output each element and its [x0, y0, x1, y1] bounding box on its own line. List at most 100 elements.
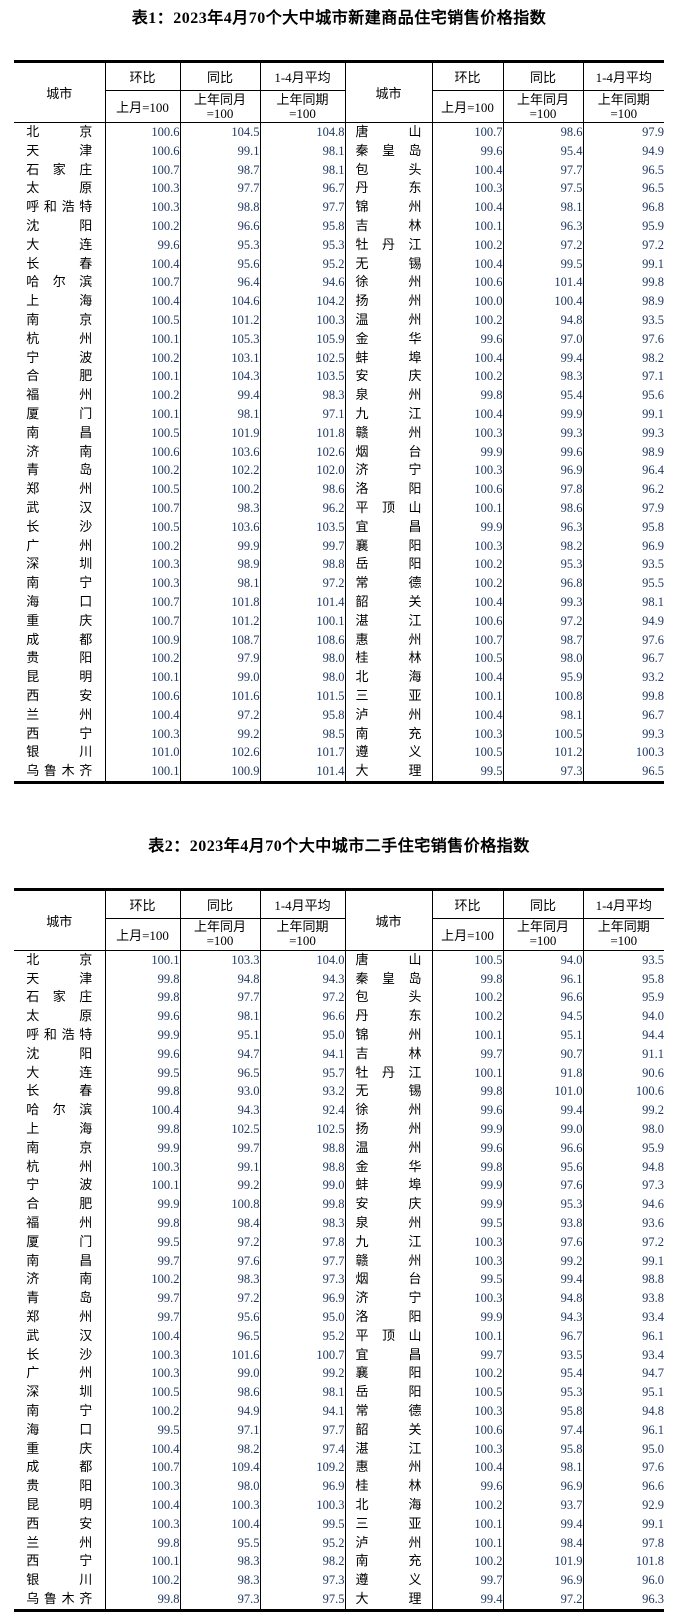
yoy-value-right: 97.3 [502, 762, 583, 783]
mom-value-left: 99.8 [104, 1533, 180, 1553]
city-name: 成都 [26, 1459, 93, 1475]
mom-value-left: 100.6 [104, 141, 180, 161]
mom-value-right: 100.2 [431, 1552, 503, 1572]
city-cell-left: 武汉 [14, 1327, 105, 1346]
yoy-value-right: 99.4 [502, 1101, 583, 1121]
city-cell-left: 合肥 [14, 367, 105, 386]
table2-body: 北京 100.1 103.3 104.0 唐山 100.5 94.0 93.5 … [14, 950, 664, 1611]
avg-value-left: 98.0 [259, 649, 345, 669]
city-cell-left: 昆明 [14, 668, 105, 687]
mom-value-left: 100.4 [104, 1496, 180, 1515]
city-name: 长沙 [26, 1346, 93, 1362]
city-cell-right: 平顶山 [344, 498, 432, 518]
city-cell-left: 厦门 [14, 405, 105, 424]
city-cell-left: 天津 [14, 970, 105, 989]
mom-value-right: 100.2 [431, 1496, 503, 1515]
avg-value-left: 95.3 [259, 235, 345, 255]
city-name: 南宁 [26, 575, 93, 591]
city-name: 包头 [355, 989, 422, 1005]
city-cell-right: 湛江 [344, 611, 432, 631]
avg-value-right: 96.3 [582, 1589, 664, 1611]
yoy-value-right: 101.9 [502, 1552, 583, 1572]
city-cell-right: 温州 [344, 1138, 432, 1158]
yoy-value-right: 96.9 [502, 1571, 583, 1590]
table-row: 杭州 100.3 99.1 98.8 金华 99.8 95.6 94.8 [14, 1157, 664, 1177]
city-cell-right: 大理 [344, 1589, 432, 1611]
avg-value-right: 95.8 [582, 517, 664, 537]
header-mom-left: 环比 [104, 889, 180, 919]
yoy-value-right: 100.4 [502, 292, 583, 311]
city-cell-right: 洛阳 [344, 1308, 432, 1327]
city-name: 包头 [355, 161, 422, 177]
yoy-value-left: 105.3 [179, 329, 260, 349]
yoy-value-right: 95.1 [502, 1026, 583, 1045]
city-name: 洛阳 [355, 1309, 422, 1325]
city-name: 厦门 [26, 405, 93, 421]
city-name: 韶关 [355, 1421, 422, 1437]
city-name: 常德 [355, 575, 422, 591]
mom-value-right: 100.4 [431, 160, 503, 180]
city-name: 无锡 [355, 1083, 422, 1099]
header-yoy-base-right: 上年同月 =100 [502, 90, 583, 123]
mom-value-right: 99.8 [431, 1157, 503, 1177]
city-cell-left: 福州 [14, 1214, 105, 1233]
city-name: 蚌埠 [355, 349, 422, 365]
yoy-value-left: 100.4 [179, 1514, 260, 1534]
city-cell-left: 太原 [14, 1007, 105, 1026]
avg-value-left: 97.3 [259, 1571, 345, 1590]
table-row: 昆明 100.4 100.3 100.3 北海 100.2 93.7 92.9 [14, 1496, 664, 1515]
city-cell-left: 郑州 [14, 480, 105, 499]
mom-value-right: 100.4 [431, 705, 503, 725]
mom-value-right: 100.6 [431, 1420, 503, 1440]
header-yoy-base-left: 上年同月 =100 [179, 918, 260, 951]
city-name: 惠州 [355, 631, 422, 647]
city-name: 深圳 [26, 1384, 93, 1400]
avg-value-right: 94.6 [582, 1195, 664, 1215]
mom-value-right: 99.4 [431, 1589, 503, 1611]
yoy-value-right: 99.2 [502, 1251, 583, 1271]
table-row: 合肥 99.9 100.8 99.8 安庆 99.9 95.3 94.6 [14, 1195, 664, 1215]
mom-value-left: 100.2 [104, 1402, 180, 1421]
avg-value-left: 99.8 [259, 1195, 345, 1215]
city-name: 呼和浩特 [26, 199, 93, 215]
avg-value-right: 98.9 [582, 292, 664, 311]
avg-value-right: 94.7 [582, 1364, 664, 1384]
yoy-value-left: 103.6 [179, 517, 260, 537]
yoy-value-right: 95.4 [502, 1364, 583, 1384]
yoy-value-right: 97.5 [502, 179, 583, 199]
city-name: 深圳 [26, 556, 93, 572]
city-cell-left: 上海 [14, 292, 105, 311]
avg-value-left: 96.6 [259, 1007, 345, 1027]
avg-value-left: 97.7 [259, 198, 345, 217]
table1-body: 北京 100.6 104.5 104.8 唐山 100.7 98.6 97.9 … [14, 122, 664, 783]
city-name: 洛阳 [355, 481, 422, 497]
page: 表1：2023年4月70个大中城市新建商品住宅销售价格指数 城市 环比 同比 1… [14, 0, 664, 1612]
city-cell-left: 乌鲁木齐 [14, 1590, 105, 1610]
city-cell-right: 无锡 [344, 254, 432, 274]
mom-value-right: 100.0 [431, 292, 503, 311]
table-row: 贵阳 100.2 97.9 98.0 桂林 100.5 98.0 96.7 [14, 649, 664, 669]
city-name: 厦门 [26, 1233, 93, 1249]
city-name: 安庆 [355, 368, 422, 384]
avg-value-left: 101.7 [259, 743, 345, 763]
mom-value-right: 100.2 [431, 1007, 503, 1027]
mom-value-right: 99.7 [431, 1345, 503, 1365]
table-row: 哈尔滨 100.7 96.4 94.6 徐州 100.6 101.4 99.8 [14, 273, 664, 293]
city-name: 南昌 [26, 1252, 93, 1268]
table-row: 上海 99.8 102.5 102.5 扬州 99.9 99.0 98.0 [14, 1120, 664, 1139]
yoy-value-right: 90.7 [502, 1044, 583, 1064]
avg-value-left: 97.5 [259, 1589, 345, 1611]
city-name: 长春 [26, 1083, 93, 1099]
table-row: 西宁 100.1 98.3 98.2 南充 100.2 101.9 101.8 [14, 1552, 664, 1572]
yoy-value-left: 94.7 [179, 1044, 260, 1064]
city-name: 郑州 [26, 481, 93, 497]
yoy-value-right: 96.3 [502, 216, 583, 236]
mom-value-left: 100.7 [104, 611, 180, 631]
city-name: 哈尔滨 [26, 1102, 93, 1118]
city-cell-right: 常德 [344, 574, 432, 593]
mom-value-right: 100.4 [431, 1458, 503, 1478]
city-name: 南充 [355, 725, 422, 741]
city-name: 天津 [26, 970, 93, 986]
avg-value-right: 100.3 [582, 743, 664, 763]
city-name: 三亚 [355, 1515, 422, 1531]
